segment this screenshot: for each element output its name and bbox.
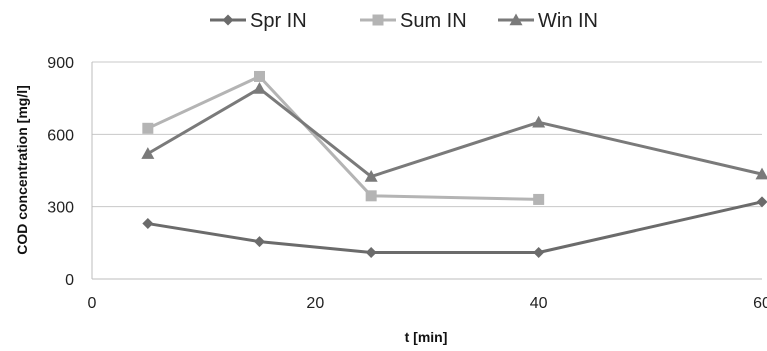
data-point-win-in [755,167,767,180]
series-line-sum-in [147,74,539,201]
legend-item-win-in: Win IN [498,10,598,32]
y-tick-label: 300 [47,200,74,217]
legend-label: Win IN [538,10,598,32]
data-point-spr-in [142,218,154,230]
data-point-win-in [532,115,546,128]
y-axis-title: COD concentration [mg/l] [14,85,30,255]
data-point-spr-in [756,196,767,208]
legend-item-spr-in: Spr IN [210,10,307,32]
legend-item-sum-in: Sum IN [360,10,467,32]
x-axis-ticks: 0 20 40 60 [88,295,767,312]
series-layer [141,70,767,258]
x-axis-title: t [min] [405,329,448,345]
series-line-win-in [147,87,763,179]
legend-marker [222,14,234,26]
y-tick-label: 600 [47,127,74,144]
y-axis-ticks: 0 300 600 900 [47,55,74,289]
plot-area [91,62,762,280]
series-sum-in [142,70,545,205]
y-tick-label: 900 [47,55,74,72]
series-win-in [141,82,767,182]
x-tick-label: 20 [306,295,324,312]
data-point-sum-in [254,70,265,82]
x-tick-label: 0 [88,295,97,312]
data-point-win-in [364,170,378,182]
legend-label: Sum IN [400,10,467,32]
gridlines [92,61,762,208]
y-tick-label: 0 [65,272,74,289]
legend-label: Spr IN [250,10,307,32]
legend: Spr IN Sum IN Win IN [210,10,598,32]
legend-marker [509,13,523,26]
data-point-sum-in [365,190,377,202]
data-point-win-in [141,147,155,159]
data-point-sum-in [142,122,154,134]
legend-marker [372,14,384,26]
x-tick-label: 40 [530,295,548,312]
data-point-sum-in [533,193,545,205]
data-point-spr-in [254,236,265,248]
series-line-spr-in [147,200,763,254]
data-point-spr-in [365,246,377,258]
data-point-win-in [253,82,266,94]
x-tick-label: 60 [753,295,767,312]
series-spr-in [142,196,767,258]
data-point-spr-in [533,246,545,258]
